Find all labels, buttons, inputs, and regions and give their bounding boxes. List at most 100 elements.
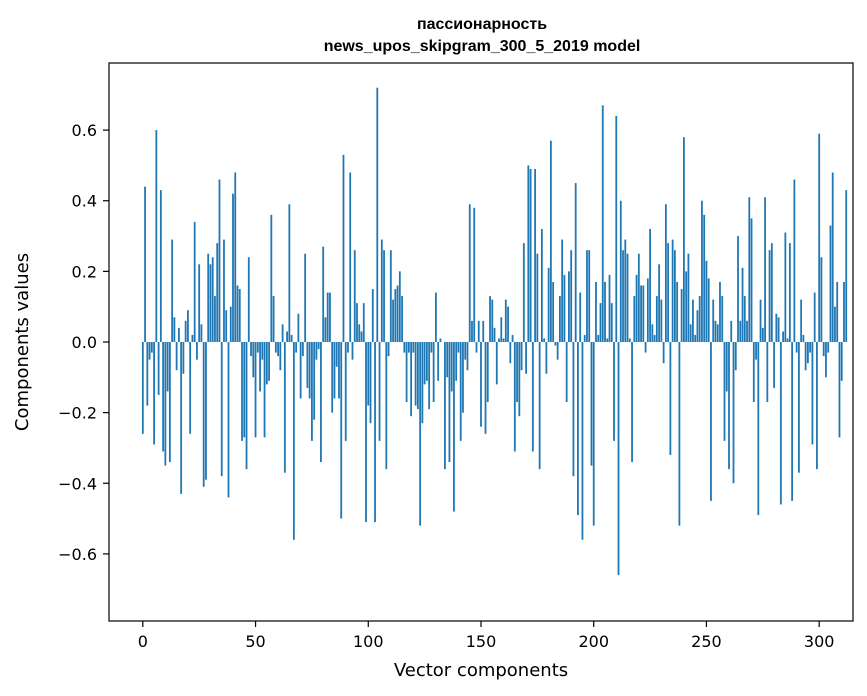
bar <box>728 342 730 470</box>
bar <box>619 200 622 342</box>
bar <box>450 342 453 392</box>
bar <box>622 250 624 342</box>
bar <box>574 183 577 342</box>
bar <box>714 320 717 342</box>
bar <box>595 281 597 342</box>
bar <box>563 274 566 342</box>
bar <box>770 243 773 342</box>
bar <box>439 338 442 342</box>
bar <box>579 292 582 342</box>
bar <box>362 303 365 342</box>
y-axis: −0.6 −0.4 −0.2 0.0 0.2 0.4 0.6 <box>58 121 109 564</box>
bar <box>610 303 613 342</box>
bar <box>453 342 455 512</box>
bar <box>175 342 178 371</box>
bar <box>241 342 243 441</box>
x-tick-label: 300 <box>804 632 835 651</box>
bar <box>507 306 509 342</box>
bar <box>637 253 640 342</box>
bar <box>601 105 604 342</box>
bar <box>407 342 410 353</box>
bar <box>279 342 282 371</box>
bar <box>685 271 688 342</box>
bar <box>187 310 189 342</box>
bar <box>270 214 273 342</box>
bar <box>678 342 681 526</box>
bar <box>748 197 751 342</box>
bar <box>288 204 291 342</box>
bar <box>556 342 559 360</box>
x-axis: 0 50 100 150 200 250 300 <box>138 621 835 651</box>
bar <box>743 296 746 342</box>
bar <box>710 342 712 501</box>
bar <box>477 320 480 342</box>
bar <box>617 342 620 576</box>
bar <box>329 292 331 342</box>
bar <box>297 313 300 342</box>
bar <box>144 186 146 342</box>
bar <box>306 342 309 388</box>
bar <box>394 289 397 342</box>
x-tick-label: 150 <box>466 632 497 651</box>
bar <box>252 342 255 378</box>
bar <box>430 342 433 353</box>
bar <box>825 342 827 378</box>
bar <box>473 207 476 342</box>
bar <box>739 320 742 342</box>
bar <box>173 317 176 342</box>
bar <box>238 289 241 342</box>
bar <box>531 342 534 452</box>
bar <box>522 243 525 342</box>
bar <box>831 172 834 342</box>
bar <box>383 250 385 342</box>
bar <box>435 292 437 342</box>
bar <box>371 289 374 342</box>
bar <box>281 324 284 342</box>
bar <box>764 197 766 342</box>
bar <box>317 342 320 350</box>
bar <box>245 342 248 470</box>
bar <box>658 264 661 342</box>
bar <box>725 342 728 392</box>
bar <box>653 334 656 342</box>
bar <box>534 168 537 342</box>
bar <box>342 154 345 342</box>
bar <box>791 342 794 501</box>
bar <box>845 190 848 342</box>
bar <box>822 342 825 357</box>
bar <box>326 292 329 342</box>
y-tick-label: −0.2 <box>58 404 97 423</box>
bar <box>694 334 697 342</box>
bar <box>538 342 541 470</box>
bar <box>360 331 363 342</box>
bar <box>353 250 356 342</box>
bar <box>624 239 627 342</box>
bar <box>250 342 252 357</box>
bar <box>737 236 739 342</box>
bar <box>633 296 636 342</box>
bar <box>274 342 277 353</box>
bar <box>301 342 304 357</box>
bar <box>155 130 158 342</box>
bar <box>259 342 261 392</box>
bar <box>290 334 293 342</box>
bar <box>775 313 778 342</box>
bar <box>295 342 298 353</box>
bar <box>834 306 836 342</box>
bar <box>299 342 302 399</box>
bar <box>565 342 568 403</box>
y-tick-label: 0.4 <box>72 192 97 211</box>
bar <box>640 285 642 342</box>
bar <box>545 342 548 374</box>
bar <box>827 342 830 353</box>
bar <box>150 342 153 353</box>
x-axis-label: Vector components <box>394 660 568 681</box>
bar <box>365 342 367 523</box>
bar <box>549 140 552 342</box>
x-tick-label: 100 <box>353 632 384 651</box>
bar <box>475 342 478 353</box>
bar <box>779 342 782 505</box>
bar <box>387 342 390 357</box>
bar <box>836 281 839 342</box>
bar <box>642 285 645 342</box>
